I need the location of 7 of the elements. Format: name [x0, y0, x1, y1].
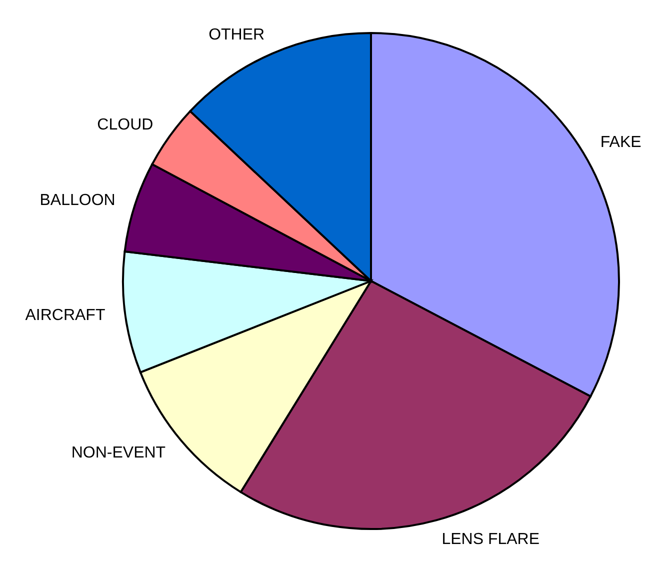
slice-label: FAKE — [600, 134, 642, 151]
slice-label: CLOUD — [97, 116, 154, 134]
slice-label: OTHER — [208, 26, 265, 44]
slice-label: AIRCRAFT — [25, 306, 106, 324]
slice-label: LENS FLARE — [442, 531, 540, 548]
slice-label: BALLOON — [40, 192, 116, 210]
slice-label: NON-EVENT — [71, 444, 166, 462]
